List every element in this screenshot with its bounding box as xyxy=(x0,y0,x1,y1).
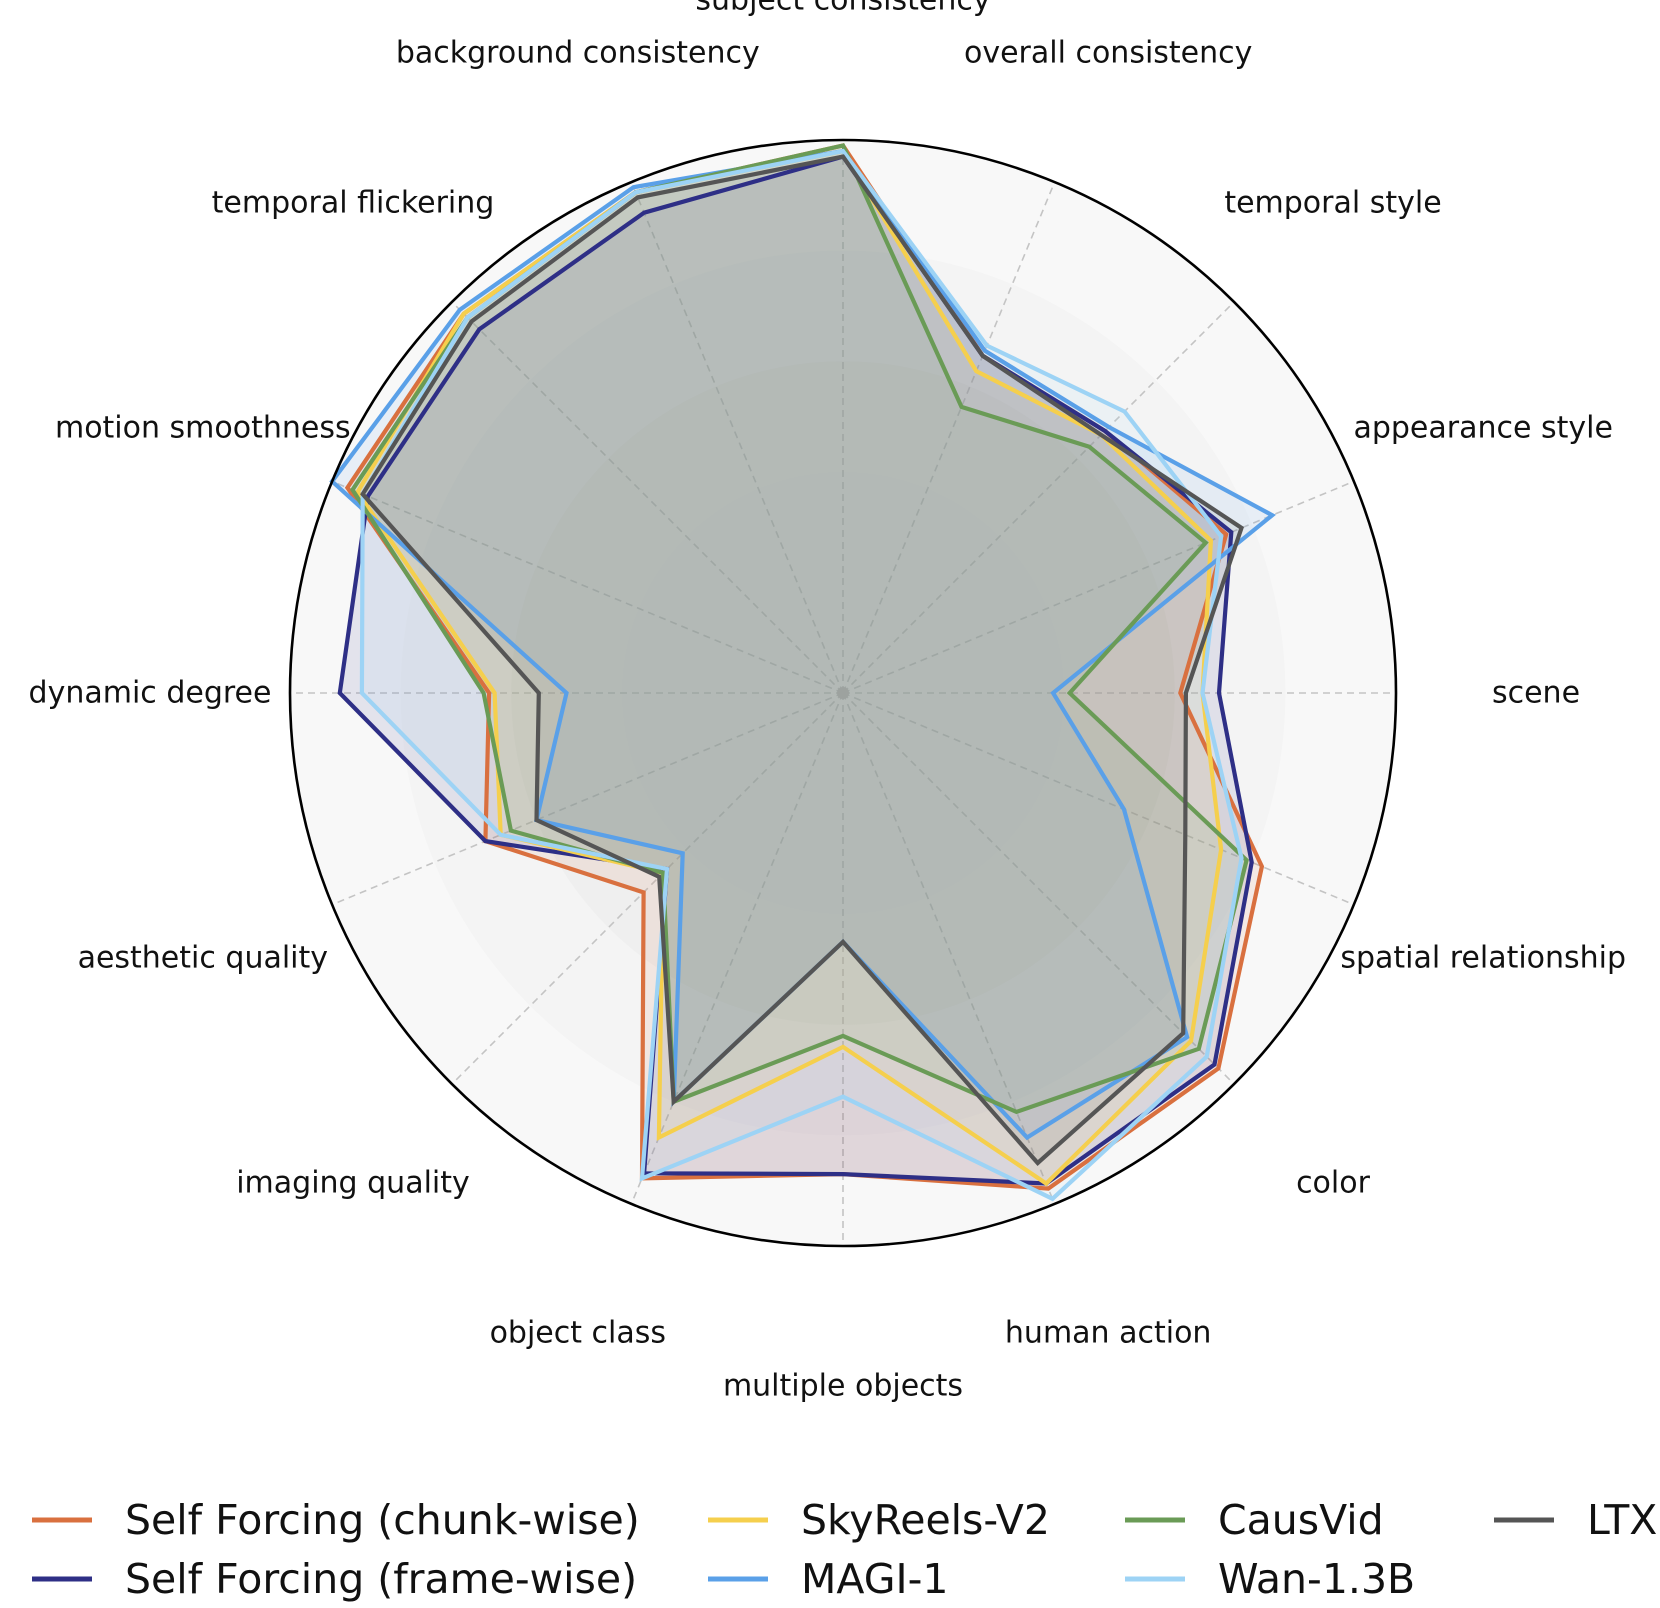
legend-item: Wan-1.3B xyxy=(1125,1555,1415,1603)
axis-spoke xyxy=(842,692,1056,1205)
series-fill xyxy=(362,156,1242,1164)
axis-label: appearance style xyxy=(1353,410,1612,445)
series-fill xyxy=(352,145,1247,1112)
axis-label: background consistency xyxy=(396,35,760,70)
legend-label: Self Forcing (chunk-wise) xyxy=(125,1496,640,1544)
axis-spoke xyxy=(630,692,844,1205)
series-line xyxy=(360,154,1245,1166)
axis-spoke xyxy=(331,692,844,906)
axis-label: object class xyxy=(490,1316,666,1351)
axis-label: dynamic degree xyxy=(29,676,272,711)
legend: Self Forcing (chunk-wise) Self Forcing (f… xyxy=(32,1496,1657,1603)
center-dot xyxy=(837,687,849,699)
legend-label: MAGI-1 xyxy=(801,1555,948,1603)
axis-label: scene xyxy=(1492,676,1580,711)
legend-label: SkyReels-V2 xyxy=(801,1496,1050,1544)
series-fill xyxy=(339,156,1252,1184)
legend-label: Wan-1.3B xyxy=(1218,1555,1415,1603)
legend-item: CausVid xyxy=(1125,1496,1384,1544)
axis-label: aesthetic quality xyxy=(78,941,328,976)
legend-item: Self Forcing (frame-wise) xyxy=(32,1555,637,1603)
series-fill xyxy=(361,151,1242,1199)
legend-label: LTX xyxy=(1587,1496,1657,1544)
axis-label: temporal style xyxy=(1224,186,1441,221)
series-fill xyxy=(332,151,1273,1138)
legend-item: LTX xyxy=(1494,1496,1657,1544)
axis-spoke xyxy=(842,692,1235,1085)
series-lines xyxy=(329,143,1276,1202)
axis-label: overall consistency xyxy=(964,35,1252,70)
series-fills xyxy=(332,145,1273,1199)
axis-spoke xyxy=(451,692,844,1085)
legend-label: CausVid xyxy=(1218,1496,1384,1544)
axis-spoke xyxy=(451,301,844,694)
legend-item: SkyReels-V2 xyxy=(708,1496,1050,1544)
radar-grid xyxy=(290,140,1396,1246)
axis-labels: subject consistency overall consistency te… xyxy=(29,0,1627,1404)
legend-label: Self Forcing (frame-wise) xyxy=(125,1555,637,1603)
axis-label: imaging quality xyxy=(236,1166,470,1201)
series-fill xyxy=(347,145,1262,1189)
series-line xyxy=(349,143,1249,1115)
legend-item: MAGI-1 xyxy=(708,1555,948,1603)
axis-spoke xyxy=(331,480,844,694)
axis-label: temporal flickering xyxy=(212,186,495,221)
legend-item: Self Forcing (chunk-wise) xyxy=(32,1496,640,1544)
axis-label: subject consistency xyxy=(695,0,990,18)
axis-spoke xyxy=(842,301,1235,694)
series-fill xyxy=(357,151,1222,1184)
axis-label: motion smoothness xyxy=(55,410,351,445)
axis-spoke xyxy=(842,692,1355,906)
outer-circle xyxy=(288,138,1398,1248)
axis-label: color xyxy=(1296,1166,1371,1201)
axis-label: human action xyxy=(1005,1316,1212,1351)
axis-spoke xyxy=(630,181,844,694)
axis-label: spatial relationship xyxy=(1340,941,1626,976)
axis-label: multiple objects xyxy=(723,1369,963,1404)
axis-spoke xyxy=(842,181,1056,694)
radar-frame xyxy=(288,138,1398,1248)
